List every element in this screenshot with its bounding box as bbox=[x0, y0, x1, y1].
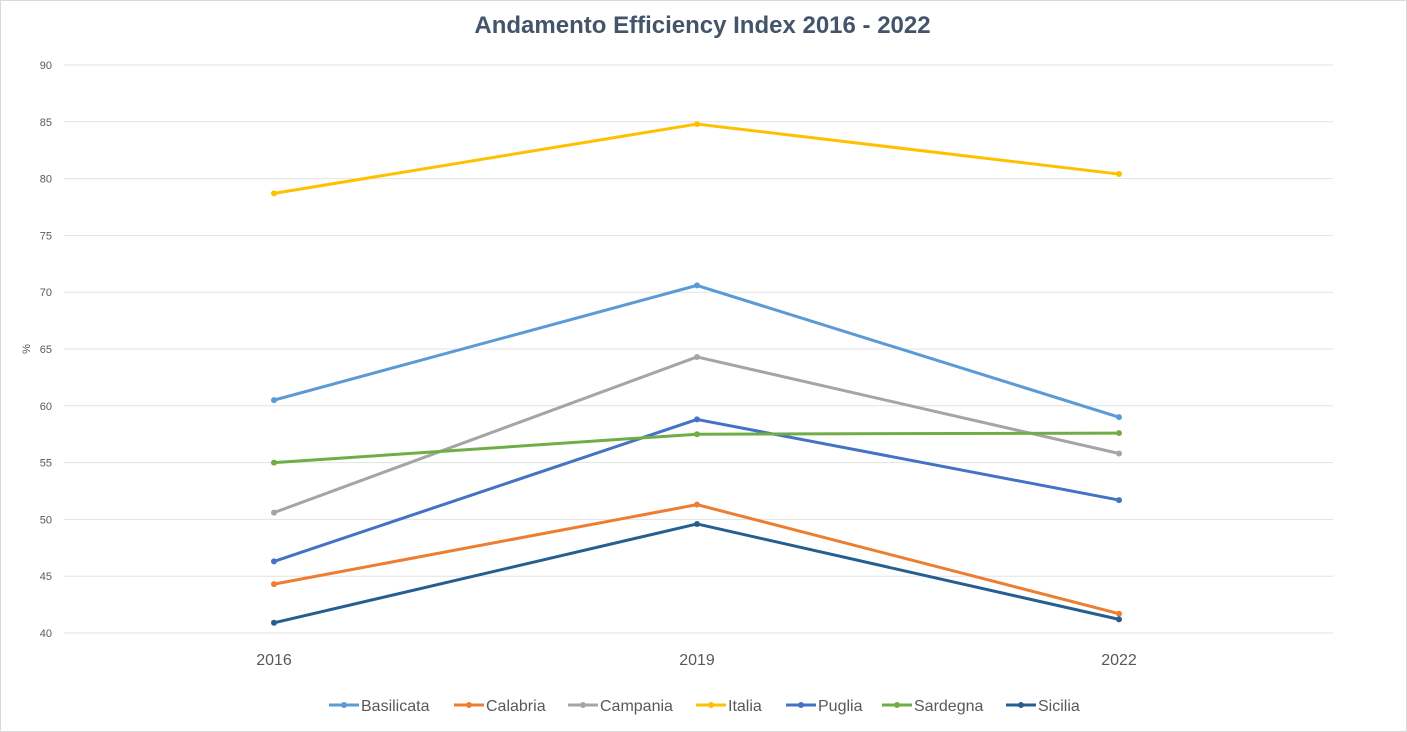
series-line bbox=[272, 522, 1121, 625]
series-sardegna bbox=[271, 430, 1122, 466]
legend-marker bbox=[1018, 702, 1024, 708]
series-basilicata bbox=[271, 282, 1122, 421]
legend-label: Basilicata bbox=[361, 698, 430, 715]
series-line bbox=[272, 122, 1121, 195]
data-point bbox=[694, 121, 700, 128]
chart-title: Andamento Efficiency Index 2016 - 2022 bbox=[474, 12, 931, 39]
data-point bbox=[271, 509, 277, 516]
y-tick-label: 85 bbox=[40, 117, 52, 129]
legend-label: Calabria bbox=[486, 698, 546, 715]
data-point bbox=[1116, 414, 1122, 421]
x-tick-label: 2022 bbox=[1101, 652, 1137, 669]
legend-label: Puglia bbox=[818, 698, 863, 715]
data-point bbox=[271, 190, 277, 197]
legend-label: Campania bbox=[600, 698, 673, 715]
data-point bbox=[271, 619, 277, 626]
data-point bbox=[694, 501, 700, 508]
x-tick-label: 2019 bbox=[679, 652, 715, 669]
legend-item[interactable]: Puglia bbox=[786, 698, 863, 715]
legend-marker bbox=[341, 702, 347, 708]
legend-label: Italia bbox=[728, 698, 762, 715]
legend-item[interactable]: Sardegna bbox=[882, 698, 983, 715]
data-point bbox=[1116, 430, 1122, 437]
series-line bbox=[272, 417, 1121, 563]
data-point bbox=[271, 581, 277, 588]
series-campania bbox=[271, 353, 1122, 516]
series-line bbox=[272, 431, 1121, 465]
y-tick-label: 55 bbox=[40, 458, 52, 470]
series-line bbox=[272, 283, 1121, 419]
legend-label: Sardegna bbox=[914, 698, 983, 715]
legend-marker bbox=[798, 702, 804, 708]
legend-marker bbox=[580, 702, 586, 708]
series-italia bbox=[271, 121, 1122, 197]
data-point bbox=[1116, 450, 1122, 457]
series-calabria bbox=[271, 501, 1122, 617]
data-point bbox=[271, 459, 277, 466]
y-tick-label: 75 bbox=[40, 230, 52, 242]
data-point bbox=[694, 520, 700, 527]
legend-item[interactable]: Campania bbox=[568, 698, 673, 715]
legend-marker bbox=[466, 702, 472, 708]
y-tick-label: 40 bbox=[40, 628, 52, 640]
legend-marker bbox=[708, 702, 714, 708]
series-puglia bbox=[271, 416, 1122, 565]
data-point bbox=[694, 416, 700, 423]
y-axis-label: % bbox=[21, 344, 33, 354]
legend-item[interactable]: Sicilia bbox=[1006, 698, 1080, 715]
data-point bbox=[1116, 616, 1122, 623]
y-tick-label: 90 bbox=[40, 60, 52, 72]
legend-item[interactable]: Basilicata bbox=[329, 698, 430, 715]
legend-label: Sicilia bbox=[1038, 698, 1080, 715]
legend-item[interactable]: Italia bbox=[696, 698, 762, 715]
y-tick-label: 80 bbox=[40, 174, 52, 186]
data-point bbox=[1116, 497, 1122, 504]
x-tick-label: 2016 bbox=[256, 652, 292, 669]
legend-item[interactable]: Calabria bbox=[454, 698, 546, 715]
y-tick-label: 45 bbox=[40, 571, 52, 583]
series-sicilia bbox=[271, 520, 1122, 626]
data-point bbox=[1116, 171, 1122, 178]
data-point bbox=[694, 431, 700, 438]
data-point bbox=[694, 282, 700, 289]
y-tick-label: 70 bbox=[40, 287, 52, 299]
legend-marker bbox=[894, 702, 900, 708]
data-point bbox=[271, 397, 277, 404]
data-point bbox=[271, 558, 277, 565]
y-tick-label: 60 bbox=[40, 401, 52, 413]
data-point bbox=[1116, 610, 1122, 617]
data-point bbox=[694, 353, 700, 360]
y-tick-label: 65 bbox=[40, 344, 52, 356]
y-tick-label: 50 bbox=[40, 514, 52, 526]
